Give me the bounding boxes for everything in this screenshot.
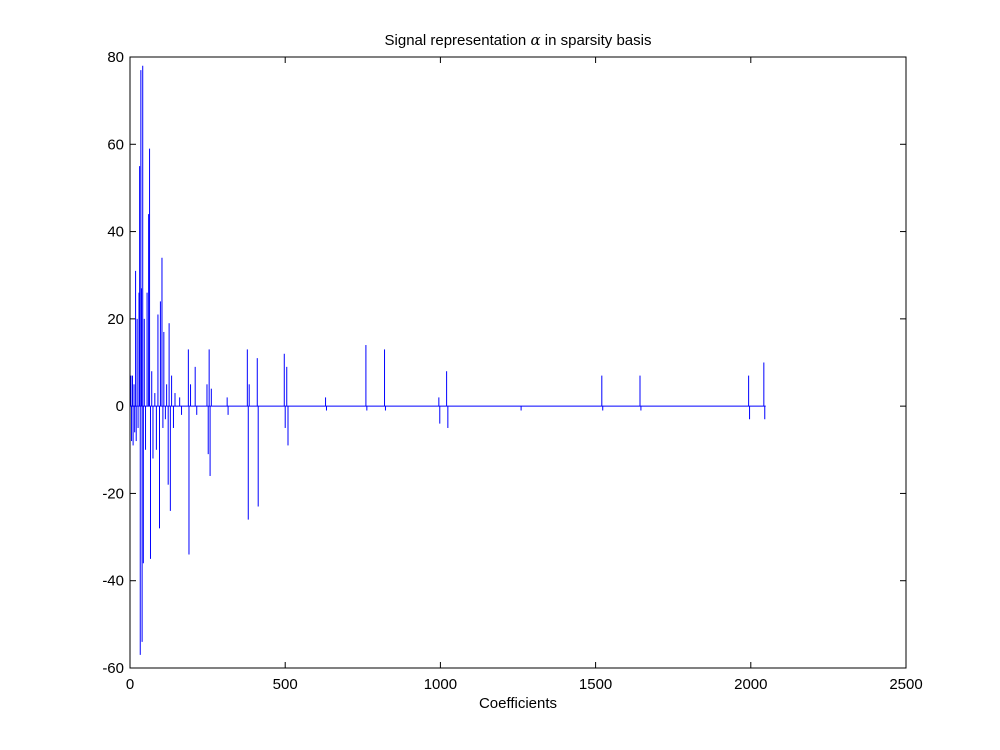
y-tick-label: -60 (102, 660, 124, 677)
y-tick-label: 60 (107, 136, 124, 153)
x-tick-label: 1000 (424, 676, 457, 693)
y-tick-label: 40 (107, 224, 124, 241)
alpha-symbol: α (530, 31, 540, 49)
chart-title: Signal representation α in sparsity basi… (385, 31, 652, 49)
x-tick-label: 2500 (889, 676, 922, 693)
x-tick-label: 500 (273, 676, 298, 693)
y-tick-label: 80 (107, 49, 124, 66)
y-axis-ticks: -60 -40 -20 0 20 40 60 80 (102, 49, 906, 677)
x-axis-ticks: 0 500 1000 1500 2000 2500 (126, 57, 923, 693)
x-axis-label: Coefficients (479, 695, 557, 712)
x-tick-label: 0 (126, 676, 134, 693)
y-tick-label: -20 (102, 485, 124, 502)
y-tick-label: 0 (116, 398, 124, 415)
series-coefficients (130, 65, 766, 655)
x-tick-label: 1500 (579, 676, 612, 693)
y-tick-label: 20 (107, 311, 124, 328)
plot-area (129, 56, 907, 669)
y-tick-label: -40 (102, 573, 124, 590)
x-tick-label: 2000 (734, 676, 767, 693)
